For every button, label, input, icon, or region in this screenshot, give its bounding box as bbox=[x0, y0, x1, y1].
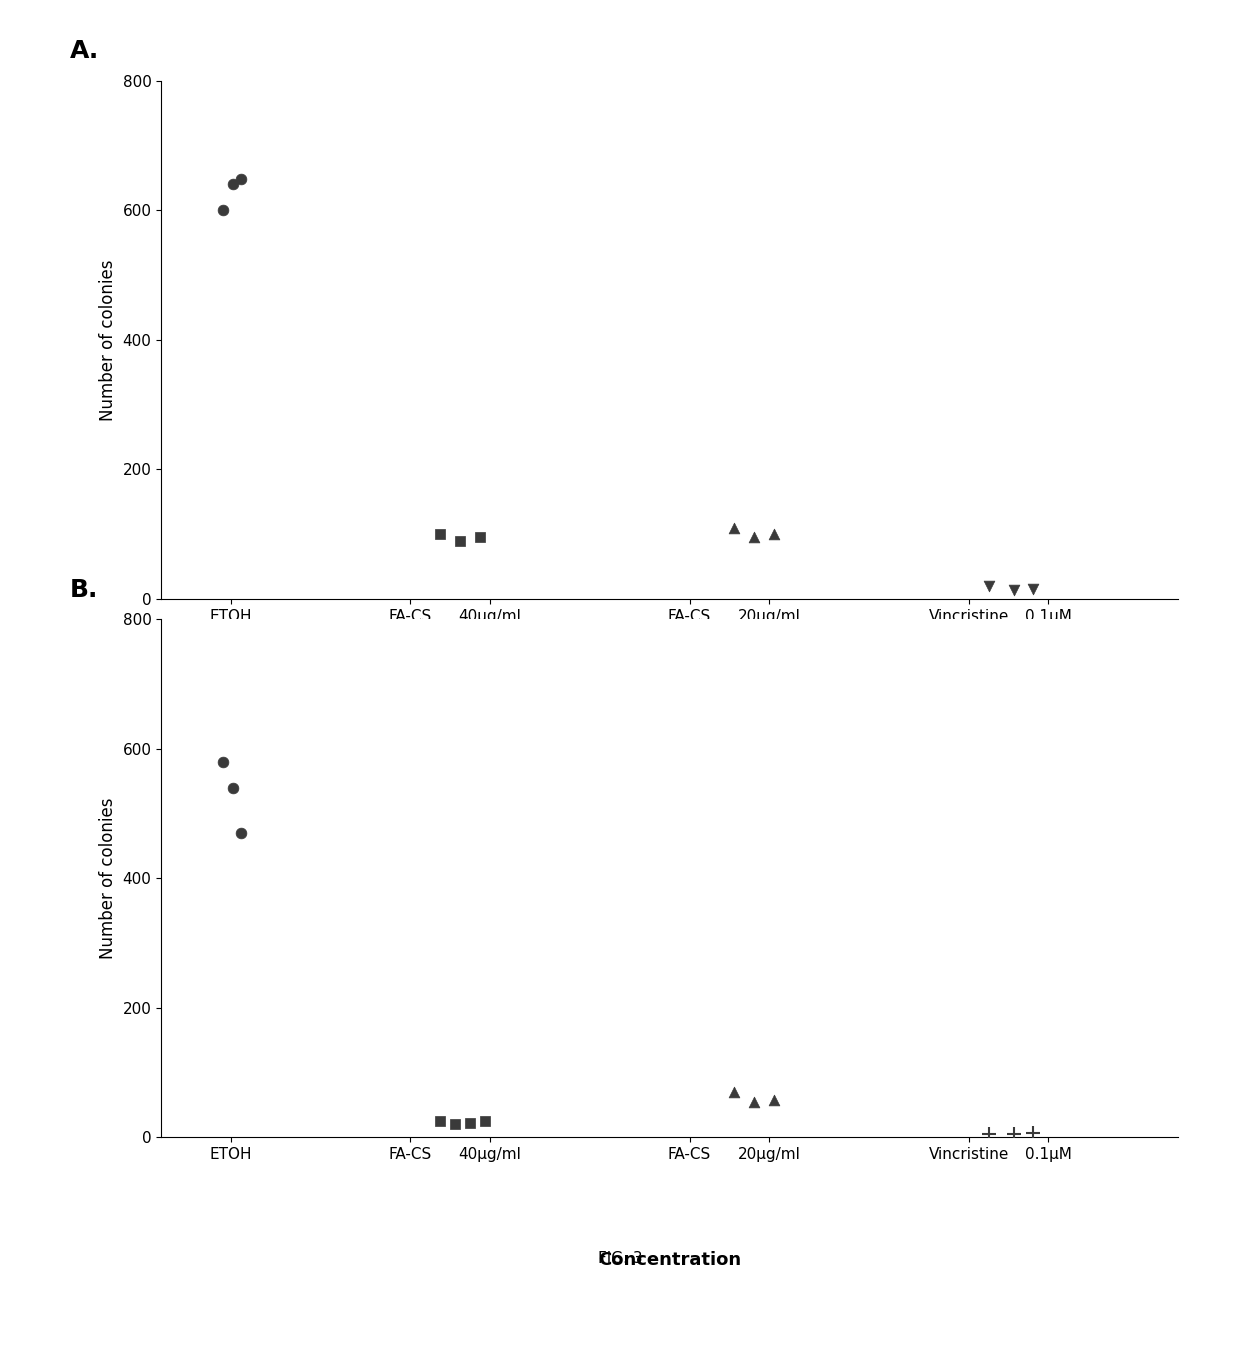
Point bbox=[445, 1113, 465, 1135]
Point bbox=[744, 526, 764, 548]
Text: Concentration: Concentration bbox=[598, 713, 742, 731]
Point bbox=[764, 1090, 784, 1112]
Y-axis label: Number of colonies: Number of colonies bbox=[99, 260, 117, 420]
Point bbox=[450, 530, 470, 552]
Point bbox=[223, 777, 243, 798]
Text: B.: B. bbox=[69, 577, 98, 602]
Point bbox=[1003, 579, 1023, 600]
Point bbox=[470, 526, 490, 548]
Point bbox=[1003, 1124, 1023, 1145]
Point bbox=[744, 1092, 764, 1113]
Point bbox=[978, 575, 998, 596]
Point bbox=[1023, 579, 1043, 600]
Point bbox=[460, 1112, 480, 1133]
Point bbox=[978, 1124, 998, 1145]
Point bbox=[1023, 1123, 1043, 1144]
Text: FIG. 3: FIG. 3 bbox=[598, 1250, 642, 1267]
Text: A.: A. bbox=[69, 39, 99, 63]
Point bbox=[213, 751, 233, 773]
Y-axis label: Number of colonies: Number of colonies bbox=[99, 798, 117, 958]
Point bbox=[231, 168, 250, 190]
Point bbox=[475, 1109, 495, 1131]
Point bbox=[764, 524, 784, 545]
Point bbox=[724, 1081, 744, 1102]
Point bbox=[430, 524, 450, 545]
Point bbox=[213, 199, 233, 221]
Point bbox=[231, 822, 250, 844]
Point bbox=[724, 517, 744, 538]
Point bbox=[223, 174, 243, 195]
Text: Concentration: Concentration bbox=[598, 1252, 742, 1269]
Point bbox=[430, 1110, 450, 1132]
